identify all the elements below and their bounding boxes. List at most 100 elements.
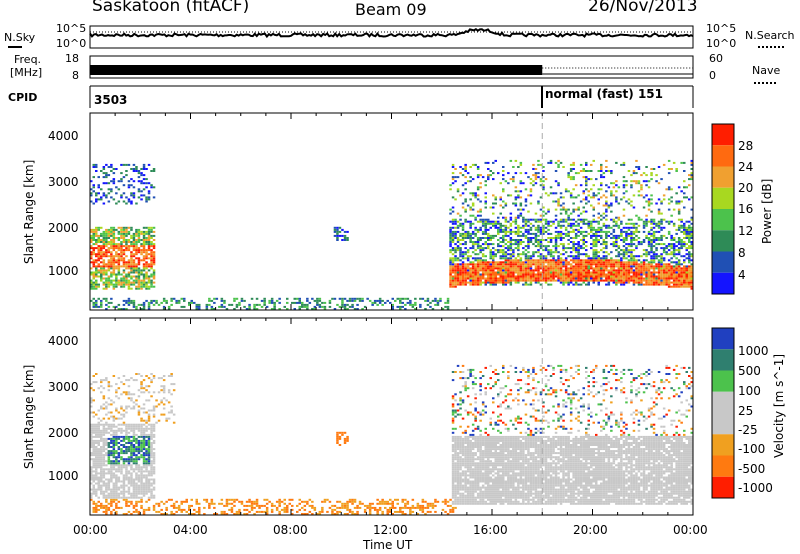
heatmap-cell — [559, 192, 563, 195]
heatmap-cell — [127, 391, 131, 394]
heatmap-cell — [130, 442, 133, 444]
heatmap-cell — [564, 279, 568, 282]
heatmap-cell — [615, 269, 618, 272]
heatmap-cell — [489, 271, 492, 274]
heatmap-cell — [135, 373, 138, 375]
heatmap-cell — [102, 423, 106, 426]
heatmap-cell — [572, 275, 575, 278]
heatmap-cell — [117, 470, 121, 473]
heatmap-cell — [642, 259, 646, 262]
heatmap-cell — [152, 391, 156, 394]
heatmap-cell — [489, 174, 492, 177]
heatmap-cell — [585, 180, 588, 183]
heatmap-cell — [130, 494, 133, 497]
heatmap-cell — [650, 251, 653, 254]
heatmap-cell — [170, 510, 173, 513]
heatmap-cell — [680, 285, 683, 288]
heatmap-cell — [130, 439, 133, 442]
heatmap-cell — [117, 308, 121, 310]
heatmap-cell — [595, 271, 598, 274]
heatmap-cell — [454, 249, 457, 252]
heatmap-cell — [117, 230, 121, 233]
heatmap-cell — [451, 281, 455, 284]
heatmap-cell — [655, 222, 658, 225]
heatmap-cell — [466, 263, 470, 266]
heatmap-cell — [160, 508, 163, 511]
heatmap-cell — [107, 237, 111, 239]
heatmap-cell — [605, 237, 608, 239]
heatmap-cell — [125, 502, 128, 505]
heatmap-cell — [110, 423, 113, 426]
heatmap-cell — [509, 255, 513, 258]
heatmap-cell — [522, 247, 525, 250]
heatmap-cell — [117, 237, 121, 239]
heatmap-cell — [592, 279, 595, 282]
heatmap-cell — [117, 303, 121, 306]
heatmap-cell — [497, 251, 500, 254]
heatmap-cell — [461, 237, 465, 239]
heatmap-cell — [117, 271, 121, 274]
heatmap-cell — [542, 206, 545, 209]
heatmap-cell — [585, 241, 588, 243]
heatmap-cell — [507, 245, 510, 248]
heatmap-cell — [685, 269, 688, 272]
heatmap-cell — [105, 448, 108, 451]
heatmap-cell — [630, 267, 633, 270]
heatmap-cell — [484, 265, 487, 268]
heatmap-cell — [456, 279, 460, 282]
heatmap-cell — [685, 283, 688, 286]
heatmap-cell — [615, 263, 618, 266]
heatmap-cell — [625, 226, 628, 229]
heatmap-cell — [142, 456, 146, 459]
heatmap-cell — [471, 237, 475, 239]
heatmap-cell — [487, 174, 490, 177]
heatmap-cell — [105, 232, 108, 235]
heatmap-cell — [657, 212, 661, 215]
heatmap-cell — [107, 200, 111, 203]
heatmap-cell — [95, 198, 98, 201]
heatmap-cell — [100, 437, 103, 440]
heatmap-cell — [205, 308, 209, 310]
heatmap-cell — [152, 506, 156, 509]
heatmap-cell — [630, 174, 633, 177]
heatmap-cell — [514, 218, 518, 221]
heatmap-cell — [655, 257, 658, 260]
heatmap-cell — [461, 257, 465, 260]
heatmap-cell — [657, 277, 661, 280]
heatmap-cell — [140, 269, 143, 272]
heatmap-cell — [595, 220, 598, 223]
heatmap-cell — [162, 308, 166, 310]
heatmap-cell — [549, 220, 553, 223]
heatmap-cell — [680, 263, 683, 266]
heatmap-cell — [645, 234, 648, 237]
heatmap-cell — [135, 281, 138, 284]
heatmap-cell — [90, 492, 93, 495]
heatmap-cell — [522, 251, 525, 254]
heatmap-cell — [130, 194, 133, 197]
heatmap-cell — [542, 170, 545, 172]
heatmap-cell — [90, 482, 93, 485]
heatmap-cell — [494, 277, 497, 280]
heatmap-cell — [514, 259, 518, 262]
heatmap-cell — [464, 257, 467, 260]
heatmap-cell — [527, 218, 530, 221]
heatmap-cell — [527, 220, 530, 223]
heatmap-cell — [142, 513, 146, 515]
heatmap-cell — [286, 301, 289, 304]
heatmap-cell — [529, 182, 533, 185]
heatmap-cell — [165, 399, 168, 402]
heatmap-cell — [537, 226, 540, 229]
heatmap-cell — [670, 200, 673, 203]
heatmap-cell — [507, 230, 510, 233]
heatmap-cell — [112, 466, 116, 469]
heatmap-cell — [451, 237, 455, 239]
heatmap-cell — [514, 275, 518, 278]
heatmap-cell — [135, 239, 138, 241]
heatmap-cell — [670, 245, 673, 248]
heatmap-cell — [130, 261, 133, 264]
heatmap-cell — [615, 241, 618, 243]
heatmap-cell — [142, 494, 146, 497]
heatmap-cell — [675, 261, 678, 264]
heatmap-cell — [125, 429, 128, 432]
heatmap-cell — [562, 237, 565, 239]
